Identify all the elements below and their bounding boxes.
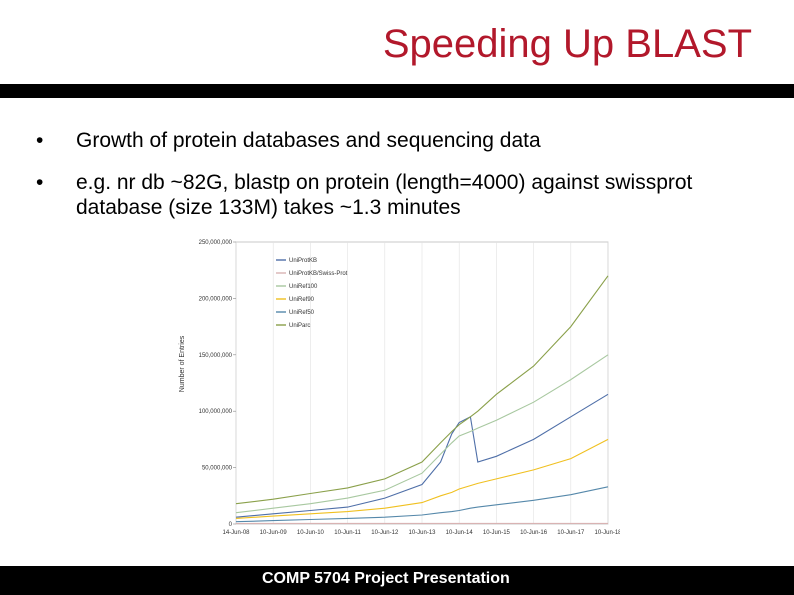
legend-entry: UniParc bbox=[289, 323, 310, 329]
series-line bbox=[235, 393, 609, 518]
series-line bbox=[235, 486, 609, 523]
bullet-text: e.g. nr db ~82G, blastp on protein (leng… bbox=[76, 171, 693, 219]
x-tick-label: 10-Jun-12 bbox=[371, 530, 399, 536]
legend-entry: UniRef90 bbox=[289, 297, 315, 303]
bullet-text: Growth of protein databases and sequenci… bbox=[76, 129, 541, 152]
x-tick-label: 10-Jun-11 bbox=[334, 530, 361, 536]
x-tick-label: 10-Jun-15 bbox=[483, 530, 511, 536]
x-tick-label: 10-Jun-09 bbox=[260, 530, 288, 536]
legend-entry: UniProtKB/Swiss-Prot bbox=[289, 271, 348, 277]
legend-entry: UniProtKB bbox=[289, 258, 317, 264]
x-tick-label: 10-Jun-10 bbox=[297, 530, 325, 536]
y-tick-label: 50,000,000 bbox=[202, 466, 233, 472]
x-tick-label: 10-Jun-14 bbox=[446, 530, 474, 536]
series-line bbox=[235, 354, 609, 514]
y-axis-label: Number of Entries bbox=[179, 335, 186, 392]
legend-entry: UniRef50 bbox=[289, 310, 315, 316]
bullet-marker: • bbox=[36, 171, 44, 194]
chart-series bbox=[235, 275, 609, 525]
y-tick-label: 0 bbox=[229, 522, 233, 528]
x-tick-label: 10-Jun-16 bbox=[520, 530, 548, 536]
slide-title: Speeding Up BLAST bbox=[382, 22, 752, 66]
title-divider-bar bbox=[0, 84, 794, 98]
database-growth-chart: 14-Jun-08 10-Jun-09 10-Jun-10 10-Jun-11 10-J… bbox=[179, 240, 620, 536]
y-tick-label: 100,000,000 bbox=[199, 409, 233, 415]
chart-axes: 14-Jun-08 10-Jun-09 10-Jun-10 10-Jun-11 10-J… bbox=[199, 240, 620, 536]
legend-entry: UniRef100 bbox=[289, 284, 318, 290]
x-tick-label: 10-Jun-18 bbox=[594, 530, 620, 536]
series-line bbox=[235, 275, 609, 505]
chart-grid bbox=[235, 241, 609, 525]
y-tick-label: 150,000,000 bbox=[199, 353, 233, 359]
x-tick-label: 10-Jun-13 bbox=[408, 530, 436, 536]
series-line bbox=[235, 438, 609, 519]
footer-text: COMP 5704 Project Presentation bbox=[262, 570, 510, 587]
x-tick-label: 10-Jun-17 bbox=[557, 530, 585, 536]
y-tick-label: 250,000,000 bbox=[199, 240, 233, 246]
footer-bar: COMP 5704 Project Presentation bbox=[0, 566, 794, 595]
y-tick-label: 200,000,000 bbox=[199, 296, 233, 302]
chart-legend: UniProtKB UniProtKB/Swiss-Prot UniRef100 Un… bbox=[276, 258, 348, 329]
bullet-marker: • bbox=[36, 129, 44, 152]
x-tick-label: 14-Jun-08 bbox=[222, 530, 250, 536]
